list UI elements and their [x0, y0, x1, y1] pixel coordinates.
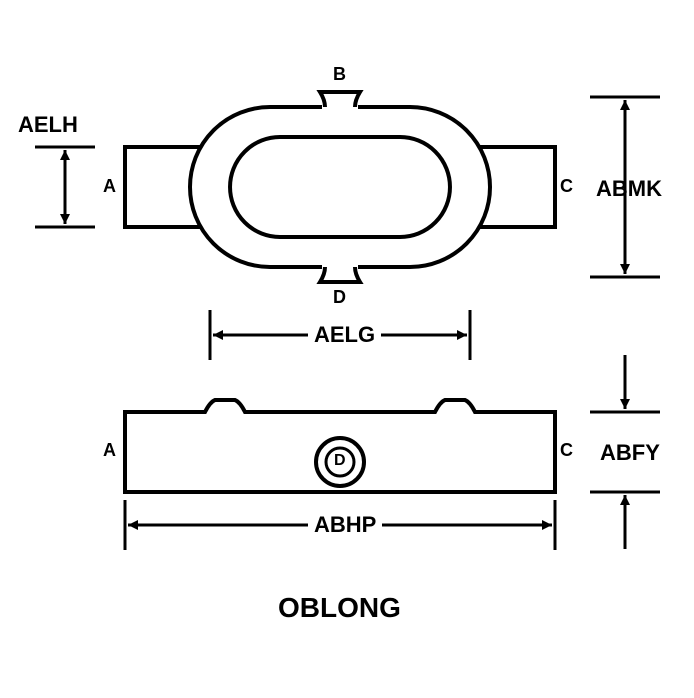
label-front-c: C	[560, 440, 573, 461]
label-top-c: C	[560, 176, 573, 197]
label-top-d: D	[333, 287, 346, 308]
label-abmk: ABMK	[596, 176, 662, 202]
label-top-a: A	[103, 176, 116, 197]
label-aelg: AELG	[308, 322, 381, 348]
diagram-title: OBLONG	[278, 592, 401, 624]
label-front-d: D	[334, 452, 346, 470]
oblong-outer	[190, 107, 490, 267]
label-aelh: AELH	[18, 112, 78, 138]
bottom-port-d	[320, 267, 360, 282]
label-top-b: B	[333, 64, 346, 85]
label-abfy: ABFY	[600, 440, 660, 466]
front-body-outline	[125, 400, 555, 492]
label-front-a: A	[103, 440, 116, 461]
label-abhp: ABHP	[308, 512, 382, 538]
top-port-b	[320, 92, 360, 107]
